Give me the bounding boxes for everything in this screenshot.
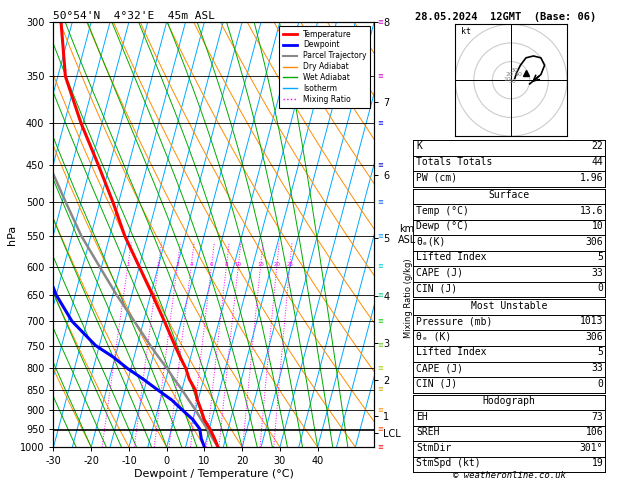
Text: 28.05.2024  12GMT  (Base: 06): 28.05.2024 12GMT (Base: 06) [415,12,596,22]
Text: Lifted Index: Lifted Index [416,252,487,262]
Text: 13.6: 13.6 [580,206,603,216]
Text: 1: 1 [126,261,130,267]
Text: ≡: ≡ [377,264,383,270]
Text: 2: 2 [157,261,160,267]
Text: 30: 30 [511,68,518,73]
Text: ≡: ≡ [377,444,383,450]
Text: PW (cm): PW (cm) [416,173,457,183]
Text: CIN (J): CIN (J) [416,379,457,389]
Text: K: K [416,141,422,152]
Text: ≡: ≡ [377,387,383,393]
Text: 19: 19 [591,458,603,469]
Text: CIN (J): CIN (J) [416,283,457,294]
Text: 10: 10 [235,261,242,267]
Text: Most Unstable: Most Unstable [471,301,547,311]
Text: Hodograph: Hodograph [482,396,536,406]
Text: ≡: ≡ [377,365,383,371]
Text: CAPE (J): CAPE (J) [416,363,464,373]
Text: 306: 306 [586,237,603,247]
Text: © weatheronline.co.uk: © weatheronline.co.uk [453,471,565,480]
Text: ≡: ≡ [377,407,383,413]
Text: StmDir: StmDir [416,443,452,453]
Text: ≡: ≡ [377,426,383,432]
Text: 0: 0 [598,379,603,389]
Text: 33: 33 [591,363,603,373]
Text: 20: 20 [273,261,281,267]
Text: SREH: SREH [416,427,440,437]
Text: θₑ (K): θₑ (K) [416,332,452,342]
Text: 301°: 301° [580,443,603,453]
Text: ≡: ≡ [377,73,383,79]
Text: 1.96: 1.96 [580,173,603,183]
Text: Surface: Surface [489,190,530,200]
Text: 10: 10 [503,77,511,82]
Text: ≡: ≡ [377,162,383,168]
Text: Mixing Ratio (g/kg): Mixing Ratio (g/kg) [404,259,413,338]
Text: 20: 20 [505,72,513,77]
Text: 22: 22 [591,141,603,152]
Text: Temp (°C): Temp (°C) [416,206,469,216]
Text: 15: 15 [257,261,264,267]
Y-axis label: km
ASL: km ASL [398,224,416,245]
Text: 306: 306 [586,332,603,342]
Text: ≡: ≡ [377,343,383,348]
Text: 33: 33 [591,268,603,278]
Text: 106: 106 [586,427,603,437]
Text: 50: 50 [509,79,517,84]
Legend: Temperature, Dewpoint, Parcel Trajectory, Dry Adiabat, Wet Adiabat, Isotherm, Mi: Temperature, Dewpoint, Parcel Trajectory… [279,26,370,108]
Text: ≡: ≡ [377,19,383,25]
Text: ≡: ≡ [377,292,383,298]
Text: CAPE (J): CAPE (J) [416,268,464,278]
Text: 44: 44 [591,157,603,167]
Text: 8: 8 [225,261,228,267]
Text: 25: 25 [286,261,293,267]
Text: 0: 0 [598,283,603,294]
Text: 50°54'N  4°32'E  45m ASL: 50°54'N 4°32'E 45m ASL [53,11,216,21]
Text: 6: 6 [209,261,213,267]
Text: 5: 5 [598,252,603,262]
Text: StmSpd (kt): StmSpd (kt) [416,458,481,469]
Text: 1013: 1013 [580,316,603,327]
Text: 10: 10 [591,221,603,231]
Text: 3: 3 [175,261,179,267]
Text: Lifted Index: Lifted Index [416,347,487,358]
Text: 4: 4 [189,261,193,267]
Text: 5: 5 [598,347,603,358]
Text: ≡: ≡ [377,318,383,324]
Text: ≡: ≡ [377,233,383,239]
Text: θₑ(K): θₑ(K) [416,237,446,247]
Text: 40: 40 [515,72,523,77]
Text: Dewp (°C): Dewp (°C) [416,221,469,231]
Text: 73: 73 [591,412,603,422]
Y-axis label: hPa: hPa [7,225,17,244]
Text: Pressure (mb): Pressure (mb) [416,316,493,327]
Text: EH: EH [416,412,428,422]
Text: kt: kt [461,27,470,35]
Text: ≡: ≡ [377,199,383,205]
Text: Totals Totals: Totals Totals [416,157,493,167]
Text: ≡: ≡ [377,121,383,126]
X-axis label: Dewpoint / Temperature (°C): Dewpoint / Temperature (°C) [134,469,294,479]
